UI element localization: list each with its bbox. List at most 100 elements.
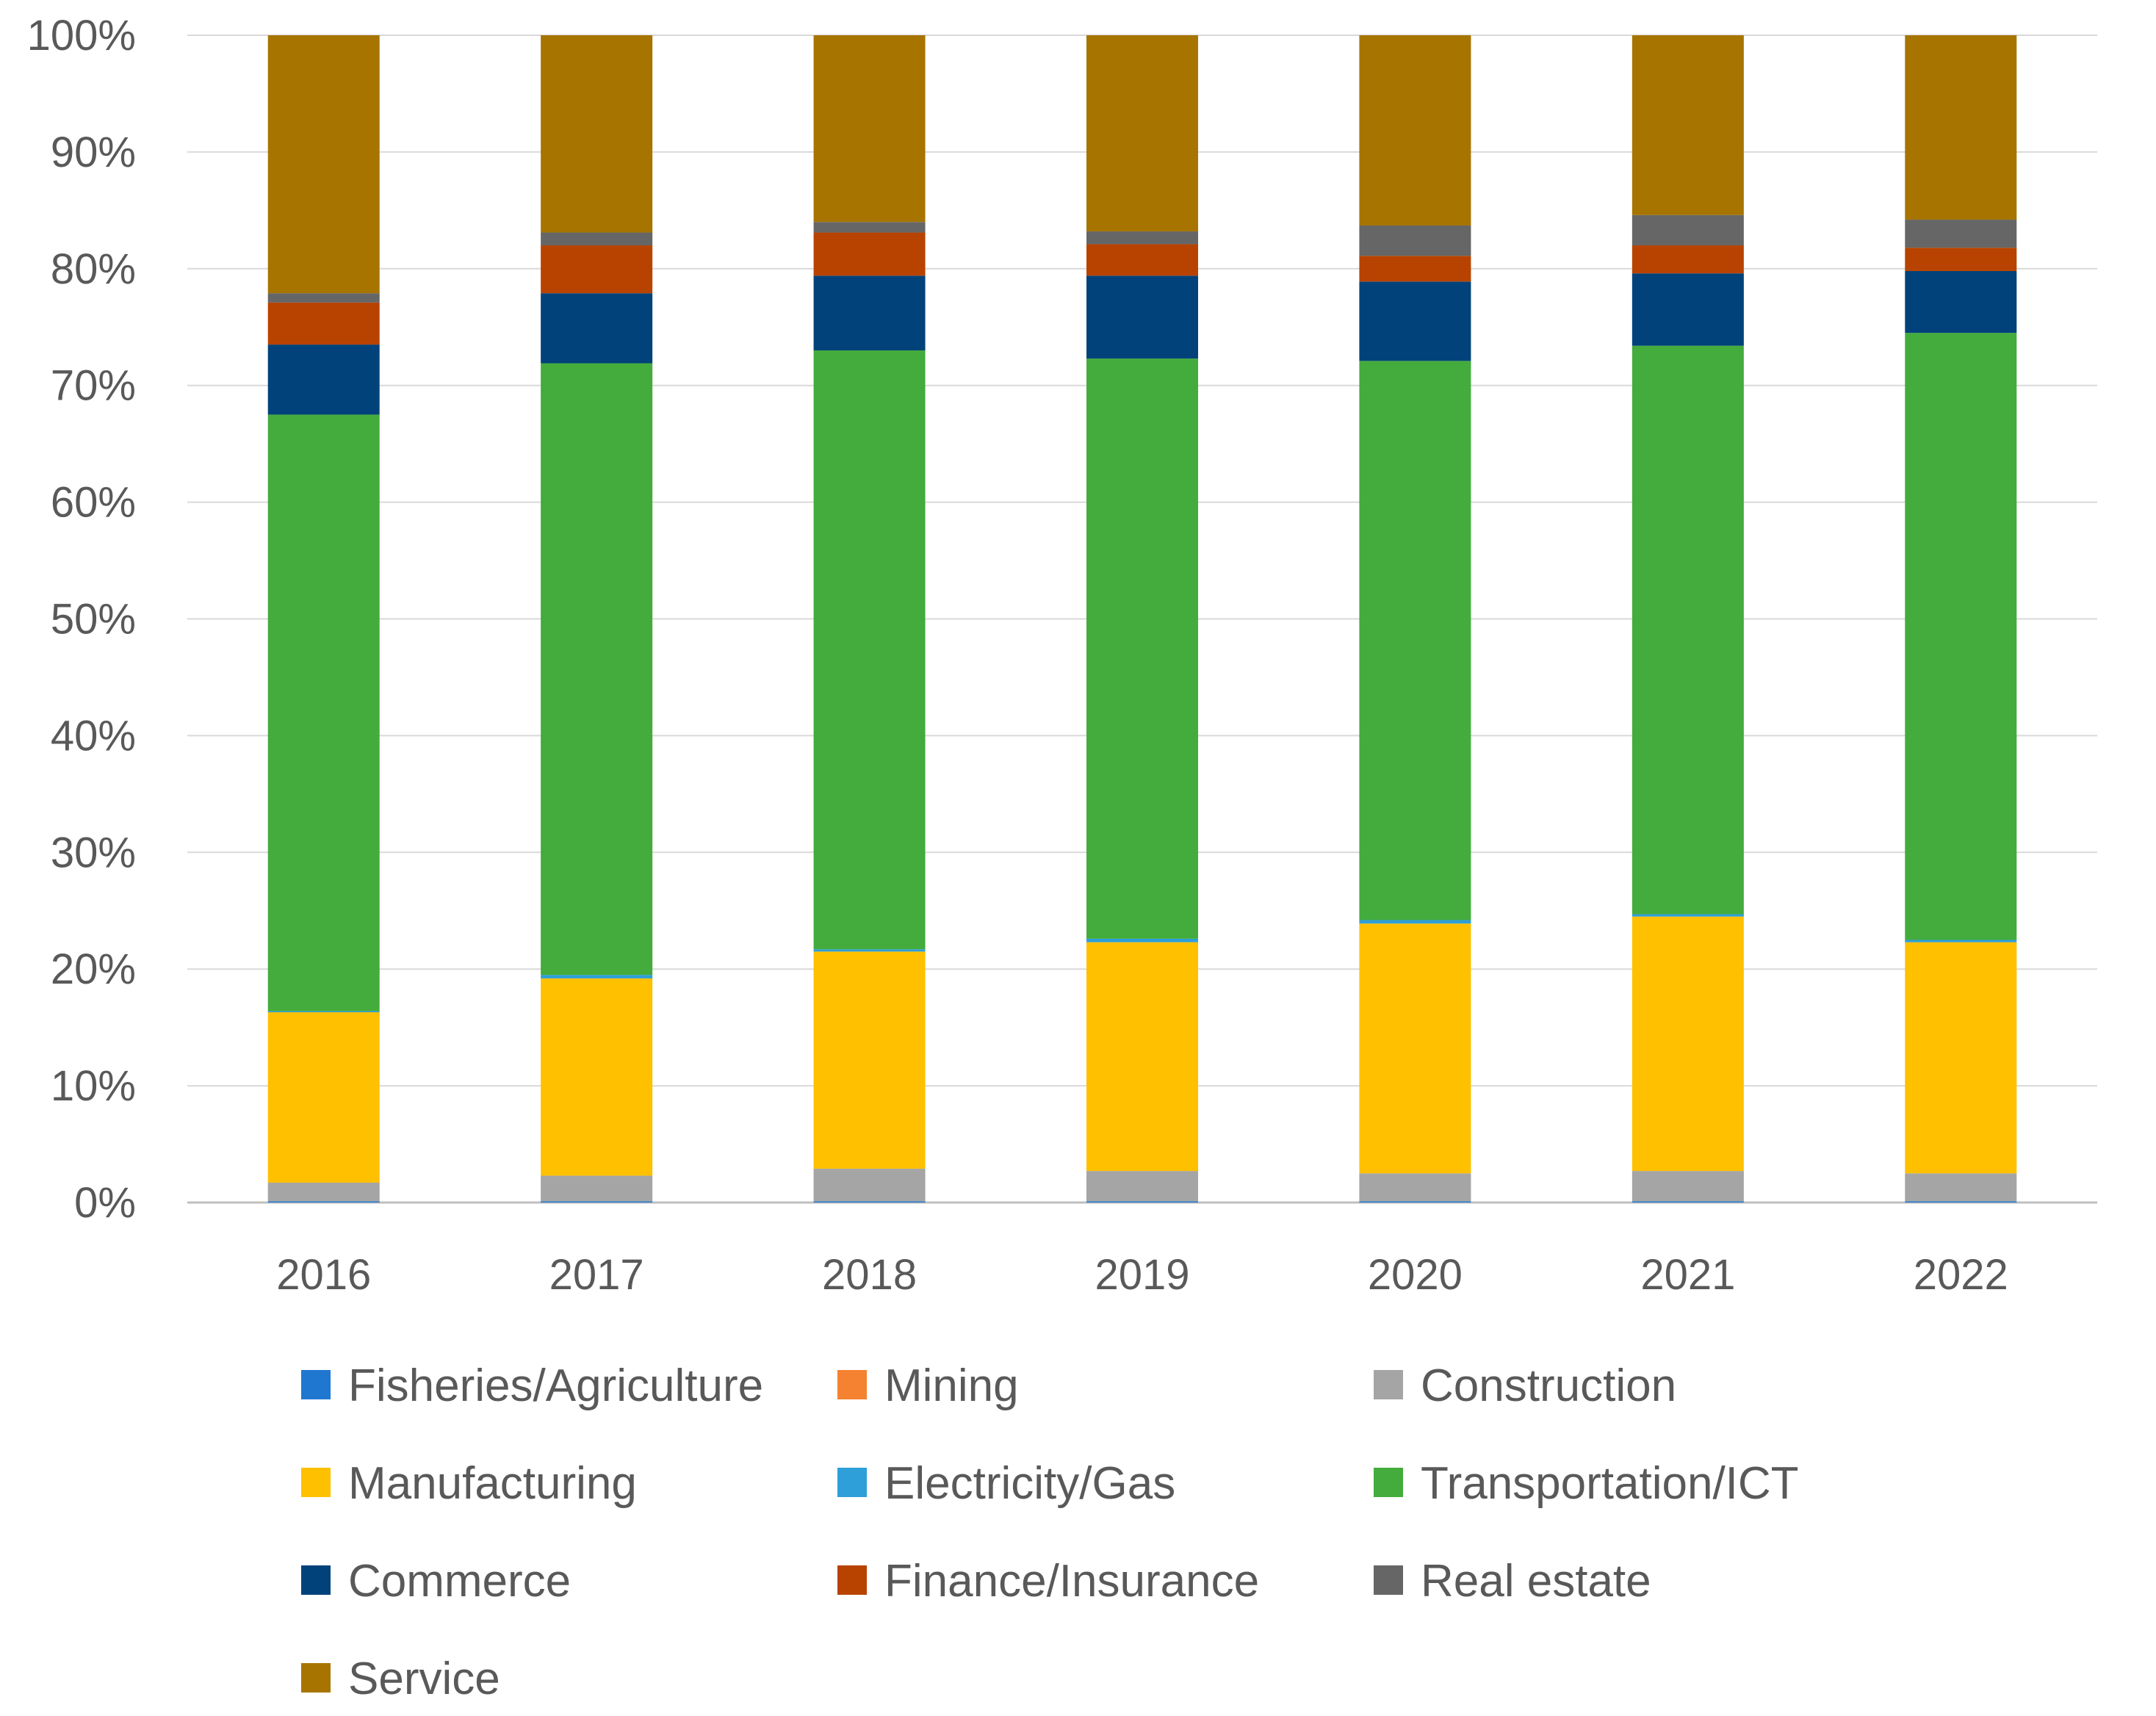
legend: Fisheries/Agriculture Mining Construction M… bbox=[301, 1360, 1799, 1704]
legend-swatch bbox=[837, 1468, 867, 1497]
bar-segment bbox=[813, 35, 926, 223]
bar-segment bbox=[1359, 361, 1471, 920]
bar-segment bbox=[1905, 248, 2017, 271]
legend-swatch bbox=[301, 1565, 331, 1595]
bar-segment bbox=[1359, 256, 1471, 282]
bar-segment bbox=[1086, 1171, 1198, 1202]
bar-segment bbox=[541, 293, 653, 364]
bar-segment bbox=[1905, 333, 2017, 940]
bar-segment bbox=[813, 222, 926, 233]
bar-segment bbox=[541, 1201, 653, 1203]
bar-segment bbox=[1086, 942, 1198, 1172]
legend-item: Real estate bbox=[1374, 1556, 1651, 1607]
bar-segment bbox=[1905, 1201, 2017, 1203]
bar-segment bbox=[267, 302, 380, 345]
bar-segment bbox=[1632, 1201, 1744, 1203]
bar-segment bbox=[1905, 270, 2017, 334]
legend-label: Construction bbox=[1421, 1360, 1676, 1411]
legend-label: Electricity/Gas bbox=[884, 1458, 1175, 1509]
y-tick-label: 10% bbox=[51, 1062, 136, 1110]
bar-segment bbox=[1632, 273, 1744, 346]
legend-item: Electricity/Gas bbox=[837, 1458, 1175, 1509]
x-tick-label: 2020 bbox=[1368, 1251, 1463, 1299]
bar-segment bbox=[1086, 358, 1198, 939]
x-tick-label: 2017 bbox=[549, 1251, 644, 1299]
bar-segment bbox=[1359, 35, 1471, 226]
bar-segment bbox=[1359, 920, 1471, 924]
legend-swatch bbox=[301, 1370, 331, 1399]
y-tick-label: 50% bbox=[51, 596, 136, 644]
bar-segment bbox=[1086, 275, 1198, 359]
y-tick-label: 0% bbox=[74, 1179, 136, 1227]
legend-item: Manufacturing bbox=[301, 1458, 637, 1509]
x-tick-label: 2016 bbox=[276, 1251, 371, 1299]
bar-segment bbox=[1359, 923, 1471, 1174]
bar-segment bbox=[1359, 281, 1471, 361]
bar-segment bbox=[813, 1168, 926, 1202]
bar-segment bbox=[541, 1175, 653, 1202]
legend-swatch bbox=[301, 1663, 331, 1692]
y-tick-label: 80% bbox=[51, 245, 136, 293]
bar-segment bbox=[541, 978, 653, 1176]
bar-segment bbox=[813, 949, 926, 952]
bar-segment bbox=[813, 350, 926, 950]
bar-segment bbox=[541, 232, 653, 246]
y-tick-label: 30% bbox=[51, 829, 136, 876]
bar-segment bbox=[267, 293, 380, 303]
y-tick-label: 70% bbox=[51, 362, 136, 410]
bar-segment bbox=[541, 245, 653, 294]
bar-segment bbox=[541, 363, 653, 976]
legend-label: Finance/Insurance bbox=[884, 1556, 1259, 1607]
legend-swatch bbox=[837, 1370, 867, 1399]
bar-segment bbox=[813, 951, 926, 1169]
y-tick-label: 20% bbox=[51, 945, 136, 993]
bar-segment bbox=[1086, 35, 1198, 231]
bar-segment bbox=[267, 1011, 380, 1012]
legend-item: Mining bbox=[837, 1360, 1019, 1411]
legend-item: Finance/Insurance bbox=[837, 1556, 1259, 1607]
legend-label: Real estate bbox=[1421, 1556, 1651, 1607]
bar-segment bbox=[267, 414, 380, 1012]
x-tick-label: 2018 bbox=[822, 1251, 917, 1299]
bar-segment bbox=[1632, 914, 1744, 917]
bar-segment bbox=[1086, 244, 1198, 276]
x-tick-label: 2021 bbox=[1640, 1251, 1735, 1299]
bar-segment bbox=[813, 232, 926, 276]
bar-segment bbox=[267, 1201, 380, 1203]
bar-segment bbox=[1359, 1201, 1471, 1203]
bar-segment bbox=[1086, 231, 1198, 245]
bar-segment bbox=[1086, 1201, 1198, 1203]
legend-item: Fisheries/Agriculture bbox=[301, 1360, 763, 1411]
legend-swatch bbox=[837, 1565, 867, 1595]
legend-label: Fisheries/Agriculture bbox=[348, 1360, 763, 1411]
legend-label: Manufacturing bbox=[348, 1458, 637, 1509]
x-tick-label: 2022 bbox=[1914, 1251, 2008, 1299]
bar-segment bbox=[267, 1182, 380, 1202]
bar-segment bbox=[1086, 938, 1198, 942]
legend-label: Transportation/ICT bbox=[1421, 1458, 1799, 1509]
legend-swatch bbox=[1374, 1565, 1403, 1595]
legend-label: Commerce bbox=[348, 1556, 571, 1607]
bar-segment bbox=[1632, 35, 1744, 215]
bar-segment bbox=[541, 975, 653, 978]
bar-segment bbox=[1632, 916, 1744, 1172]
bar-segment bbox=[1632, 345, 1744, 915]
y-axis: 0% 10% 20% 30% 40% 50% 60% 70% 80% 90% 100% bbox=[27, 12, 136, 1227]
bar-segment bbox=[1632, 214, 1744, 246]
legend-label: Mining bbox=[884, 1360, 1019, 1411]
legend-swatch bbox=[1374, 1468, 1403, 1497]
bar-segment bbox=[813, 1201, 926, 1203]
legend-swatch bbox=[1374, 1370, 1403, 1399]
bar-segment bbox=[267, 345, 380, 415]
bar-segment bbox=[541, 35, 653, 233]
bar-segment bbox=[1359, 226, 1471, 256]
bar-segment bbox=[1632, 1171, 1744, 1202]
bar-segment bbox=[1905, 942, 2017, 1174]
bar-segment bbox=[1359, 1173, 1471, 1202]
y-tick-label: 90% bbox=[51, 129, 136, 176]
legend-item: Commerce bbox=[301, 1556, 571, 1607]
bar-segment bbox=[1905, 1173, 2017, 1202]
y-tick-label: 40% bbox=[51, 712, 136, 760]
